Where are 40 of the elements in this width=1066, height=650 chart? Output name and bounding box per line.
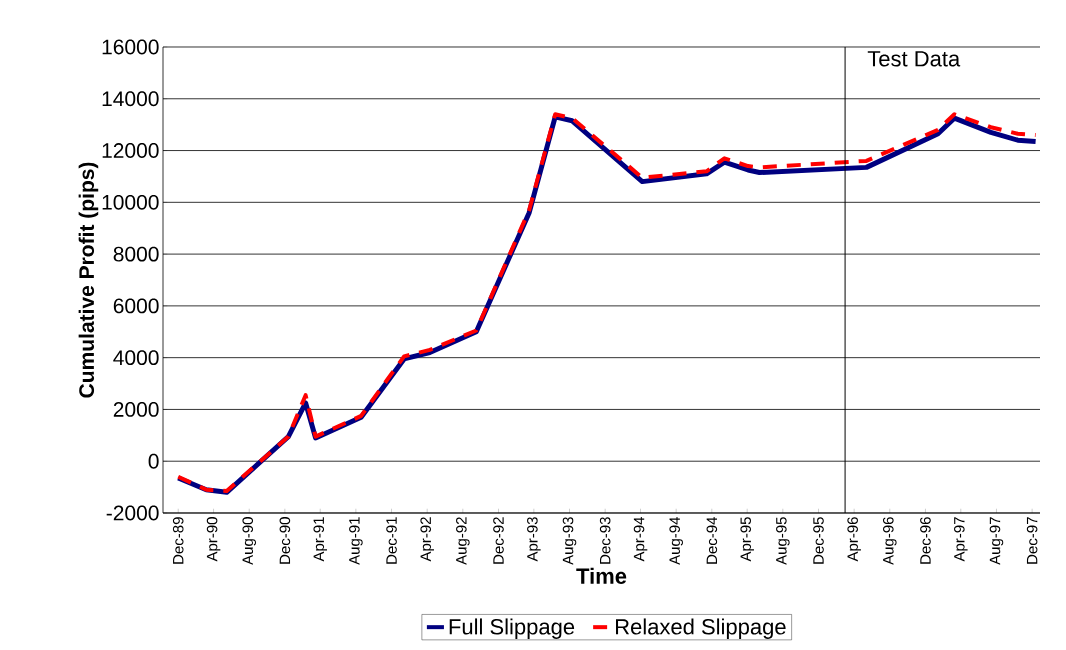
x-tick-label: Aug-92 — [456, 517, 470, 565]
x-tick-label: Apr-90 — [206, 517, 221, 562]
y-tick-label: 14000 — [102, 91, 159, 107]
y-tick-label: 16000 — [102, 39, 159, 55]
x-tick-label: Aug-95 — [776, 517, 790, 565]
x-tick-label: Dec-90 — [279, 517, 291, 564]
x-tick-label: Dec-94 — [706, 516, 718, 564]
y-tick-label: 4000 — [113, 350, 159, 366]
legend-label: Full Slippage — [449, 618, 575, 639]
x-tick-label: Apr-95 — [740, 517, 754, 562]
x-tick-label: Apr-93 — [527, 517, 541, 562]
x-tick-label: Aug-94 — [669, 516, 683, 565]
x-tick-label: Aug-97 — [989, 517, 1004, 565]
x-tick-label: Dec-89 — [172, 517, 184, 564]
x-tick-label: Aug-91 — [349, 517, 363, 565]
y-tick-label: 12000 — [102, 143, 159, 158]
x-tick-label: Apr-96 — [847, 517, 861, 562]
x-tick-label: Apr-91 — [313, 517, 328, 562]
x-tick-label: Apr-97 — [954, 517, 968, 562]
x-tick-label: Aug-90 — [242, 517, 256, 565]
y-tick-label: 6000 — [113, 298, 159, 314]
x-tick-label: Dec-91 — [386, 517, 397, 564]
y-tick-label: 8000 — [113, 246, 159, 262]
x-tick-label: Dec-93 — [599, 517, 611, 564]
x-axis-title: Time — [576, 567, 627, 584]
x-tick-label: Dec-97 — [1026, 517, 1038, 564]
y-tick-label: -2000 — [106, 505, 159, 521]
x-tick-label: Aug-93 — [562, 517, 577, 565]
x-tick-label: Dec-96 — [920, 517, 931, 564]
y-tick-label: 2000 — [113, 402, 159, 417]
legend-label: Relaxed Slippage — [616, 618, 786, 639]
x-tick-label: Dec-95 — [813, 517, 824, 564]
x-tick-label: Aug-96 — [883, 517, 897, 565]
y-tick-label: 0 — [148, 453, 159, 469]
x-tick-label: Apr-92 — [420, 517, 434, 562]
y-axis-title: Cumulative Profit (pips) — [78, 162, 99, 398]
y-tick-label: 10000 — [102, 194, 159, 210]
x-tick-label: Apr-94 — [633, 516, 648, 562]
x-tick-label: Dec-92 — [493, 517, 504, 564]
ref-line-label: Test Data — [867, 51, 961, 67]
